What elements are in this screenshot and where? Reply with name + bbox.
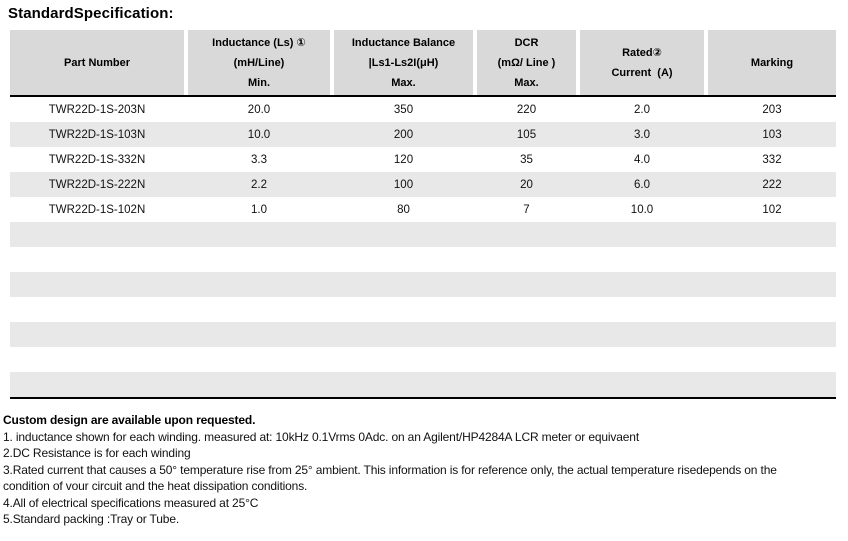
cell-balance: 80 bbox=[397, 203, 410, 216]
header-line: Inductance Balance bbox=[351, 36, 456, 49]
header-line: Max. bbox=[391, 76, 416, 89]
empty-row bbox=[10, 297, 836, 322]
column-header-marking: Marking bbox=[708, 30, 836, 95]
note-item-5: 5.Standard packing :Tray or Tube. bbox=[3, 512, 180, 526]
column-header-dcr: DCR (mΩ/ Line ) Max. bbox=[477, 30, 576, 95]
cell-inductance: 3.3 bbox=[251, 153, 267, 166]
cell-dcr: 105 bbox=[516, 128, 537, 141]
header-line: Marking bbox=[750, 56, 794, 69]
cell-inductance: 2.2 bbox=[251, 178, 267, 191]
cell-marking: 332 bbox=[762, 153, 782, 166]
cell-marking: 222 bbox=[762, 178, 782, 191]
header-line: Min. bbox=[248, 76, 270, 89]
cell-rated-current: 10.0 bbox=[630, 203, 654, 216]
cell-part-number: TWR22D-1S-203N bbox=[48, 103, 146, 116]
cell-dcr: 20 bbox=[520, 178, 533, 191]
header-line: DCR bbox=[514, 36, 539, 49]
table-row: TWR22D-1S-203N 20.0 350 220 2.0 203 bbox=[10, 97, 836, 122]
empty-row bbox=[10, 347, 836, 372]
notes-heading: Custom design are available upon request… bbox=[3, 413, 256, 427]
cell-marking: 102 bbox=[762, 203, 782, 216]
note-item-4: 4.All of electrical specifications measu… bbox=[3, 495, 259, 510]
header-line: Inductance (Ls) ① bbox=[212, 36, 306, 49]
empty-row bbox=[10, 272, 836, 297]
empty-row bbox=[10, 247, 836, 272]
cell-dcr: 35 bbox=[520, 153, 533, 166]
cell-balance: 120 bbox=[393, 153, 414, 166]
specification-table: Part Number Inductance (Ls) ① (mH/Line) … bbox=[10, 30, 836, 399]
column-header-inductance: Inductance (Ls) ① (mH/Line) Min. bbox=[188, 30, 330, 95]
table-row: TWR22D-1S-102N 1.0 80 7 10.0 102 bbox=[10, 197, 836, 222]
cell-rated-current: 6.0 bbox=[634, 178, 650, 191]
cell-inductance: 10.0 bbox=[247, 128, 271, 141]
table-row: TWR22D-1S-103N 10.0 200 105 3.0 103 bbox=[10, 122, 836, 147]
cell-part-number: TWR22D-1S-332N bbox=[48, 153, 146, 166]
cell-marking: 103 bbox=[762, 128, 782, 141]
empty-row bbox=[10, 222, 836, 247]
cell-inductance: 1.0 bbox=[251, 203, 267, 216]
cell-rated-current: 3.0 bbox=[634, 128, 650, 141]
cell-balance: 200 bbox=[393, 128, 414, 141]
note-item-1: 1. inductance shown for each winding. me… bbox=[3, 429, 640, 444]
header-line: Current (A) bbox=[611, 66, 673, 79]
cell-part-number: TWR22D-1S-102N bbox=[48, 203, 146, 216]
cell-balance: 100 bbox=[393, 178, 414, 191]
note-item-2: 2.DC Resistance is for each winding bbox=[3, 446, 191, 460]
cell-dcr: 7 bbox=[523, 203, 530, 216]
table-header-row: Part Number Inductance (Ls) ① (mH/Line) … bbox=[10, 30, 836, 97]
header-line: Rated② bbox=[622, 46, 662, 59]
table-row: TWR22D-1S-222N 2.2 100 20 6.0 222 bbox=[10, 172, 836, 197]
cell-inductance: 20.0 bbox=[247, 103, 271, 116]
cell-part-number: TWR22D-1S-103N bbox=[48, 128, 146, 141]
column-header-inductance-balance: Inductance Balance |Ls1-Ls2I(μH) Max. bbox=[334, 30, 473, 95]
cell-rated-current: 4.0 bbox=[634, 153, 650, 166]
header-line: Part Number bbox=[63, 56, 131, 69]
header-line: (mH/Line) bbox=[233, 56, 285, 69]
page-title: StandardSpecification: bbox=[8, 5, 174, 22]
header-line: Max. bbox=[514, 76, 539, 89]
notes-section: Custom design are available upon request… bbox=[3, 412, 808, 528]
column-header-part-number: Part Number bbox=[10, 30, 184, 95]
empty-row bbox=[10, 372, 836, 397]
spec-sheet-page: StandardSpecification: Part Number Induc… bbox=[3, 5, 836, 528]
cell-rated-current: 2.0 bbox=[634, 103, 650, 116]
header-line: (mΩ/ Line ) bbox=[497, 56, 556, 69]
note-item-3: 3.Rated current that causes a 50° temper… bbox=[3, 462, 777, 494]
column-header-rated-current: Rated② Current (A) bbox=[580, 30, 704, 95]
empty-row bbox=[10, 322, 836, 347]
cell-part-number: TWR22D-1S-222N bbox=[48, 178, 146, 191]
cell-dcr: 220 bbox=[516, 103, 537, 116]
cell-marking: 203 bbox=[762, 103, 782, 116]
cell-balance: 350 bbox=[393, 103, 414, 116]
table-row: TWR22D-1S-332N 3.3 120 35 4.0 332 bbox=[10, 147, 836, 172]
table-body: TWR22D-1S-203N 20.0 350 220 2.0 203 TWR2… bbox=[10, 97, 836, 399]
header-line: |Ls1-Ls2I(μH) bbox=[368, 56, 439, 69]
